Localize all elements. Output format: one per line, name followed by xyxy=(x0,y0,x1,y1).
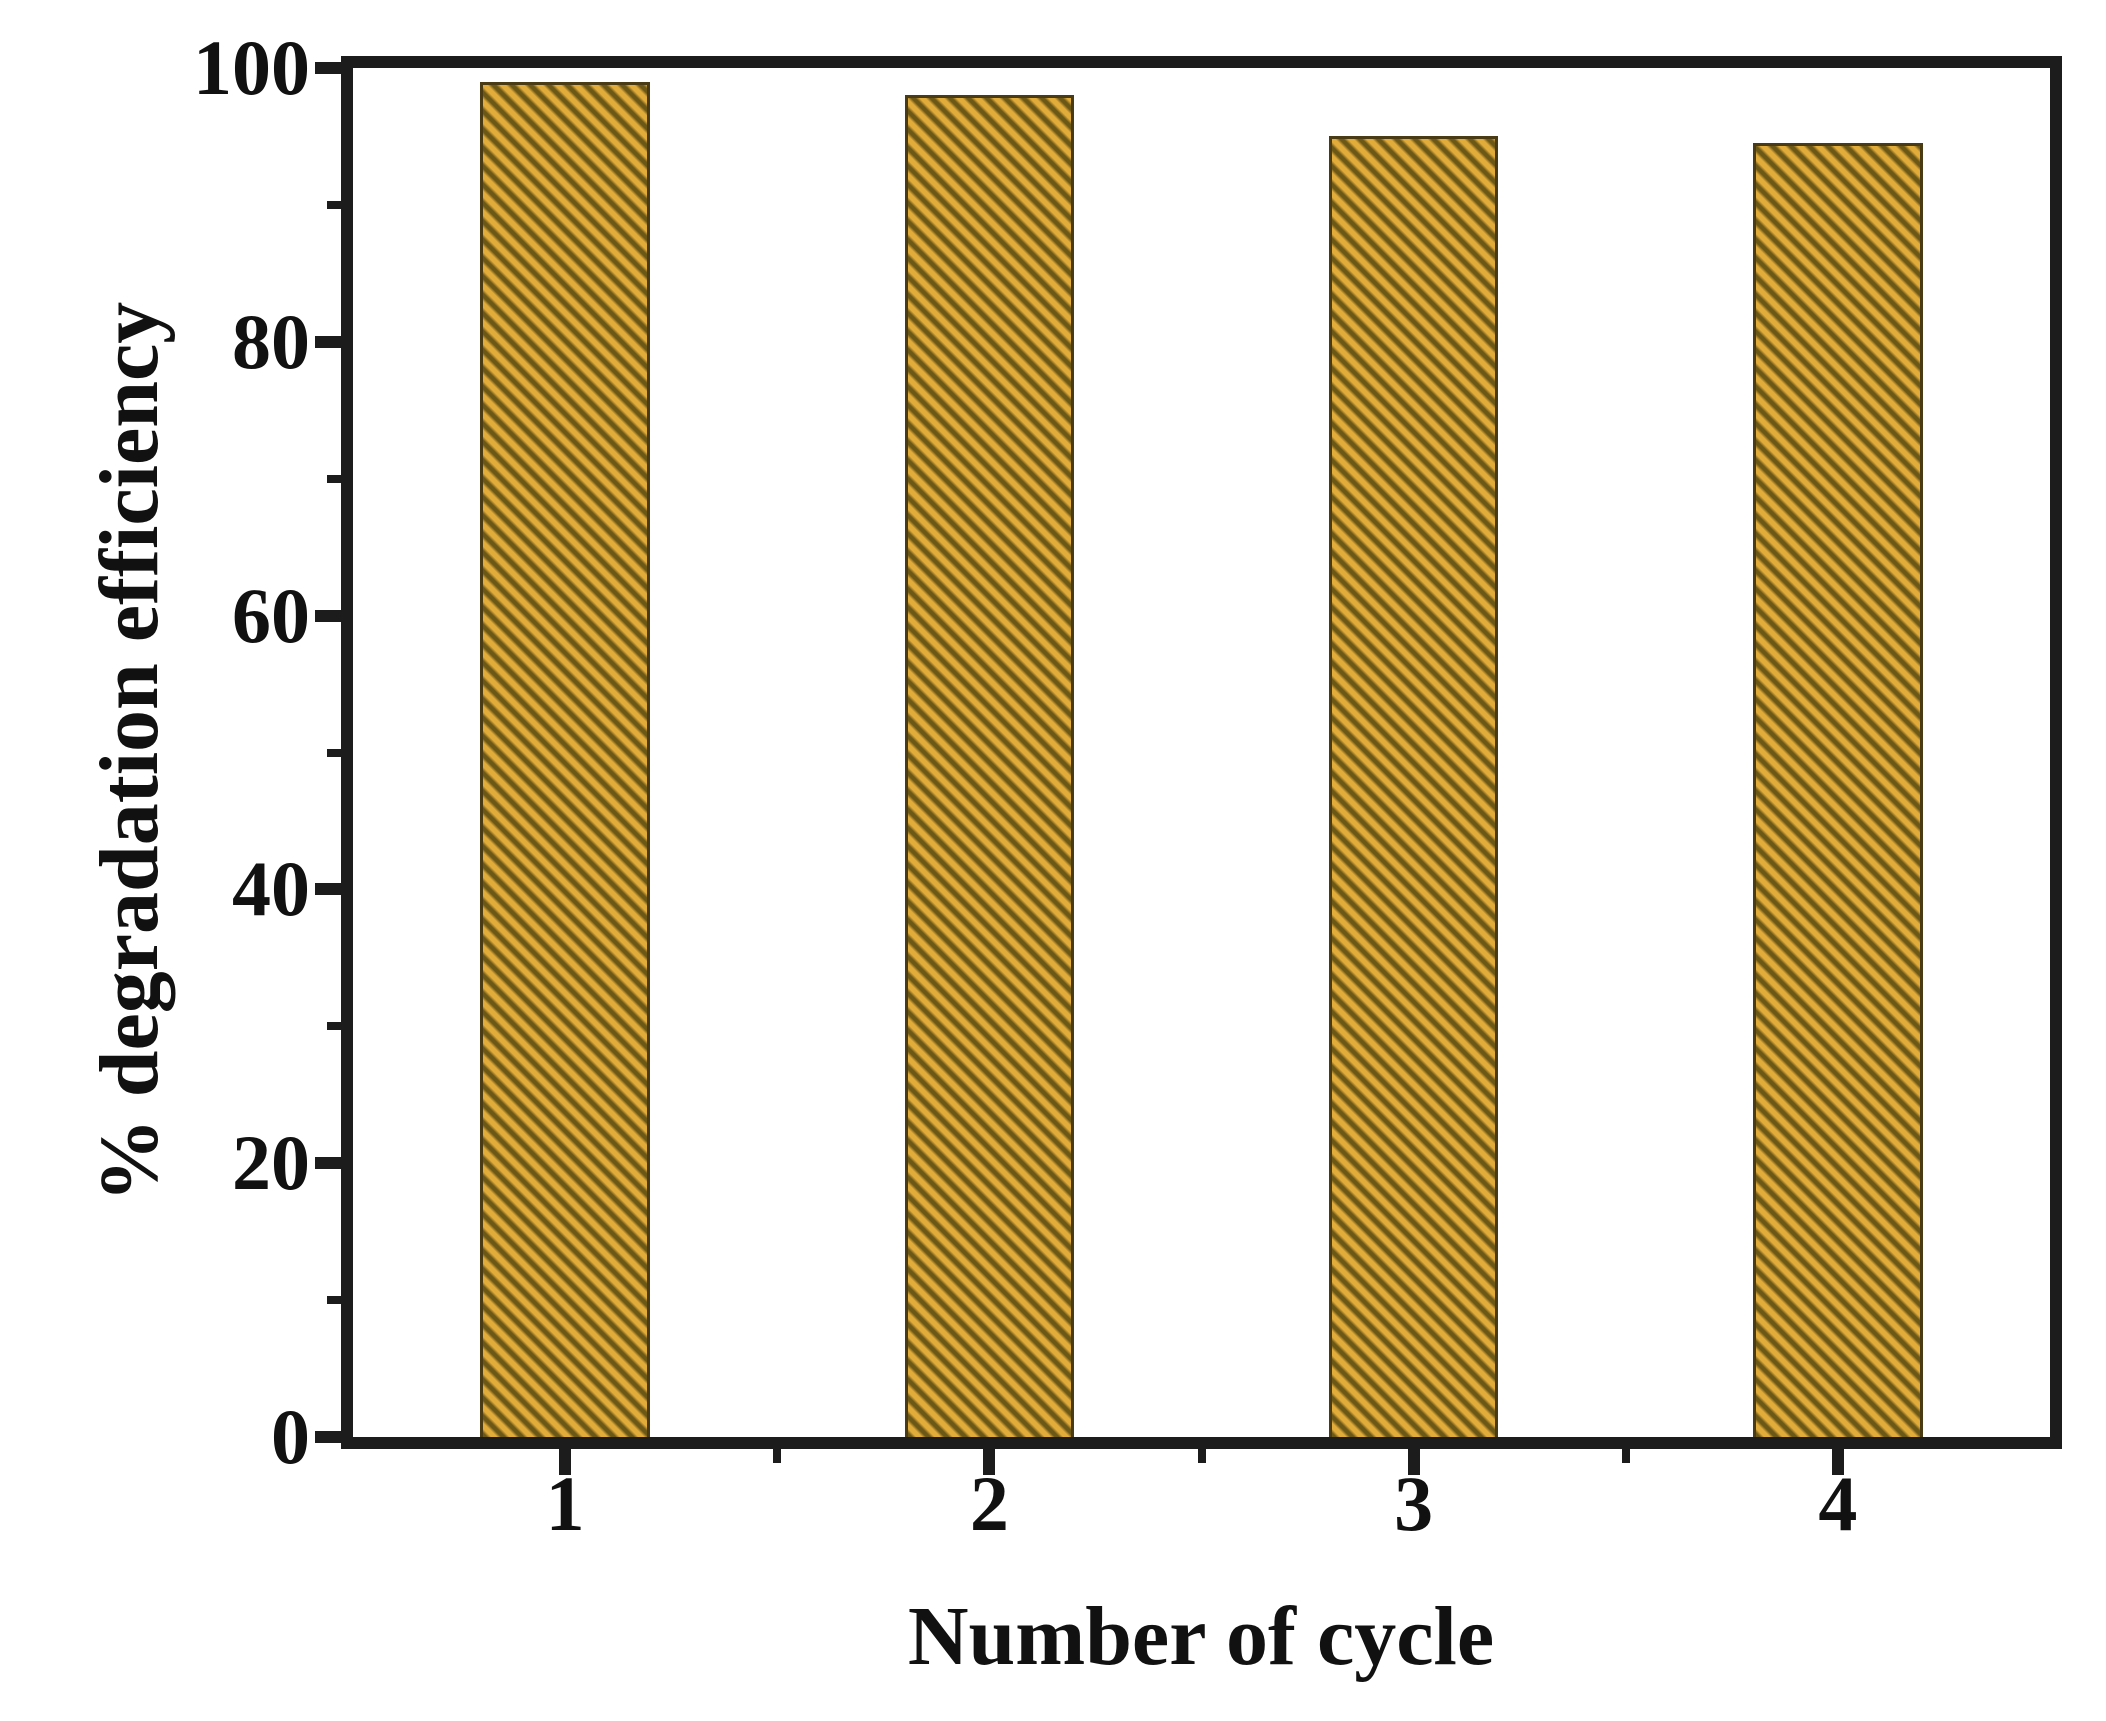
y-major-tick xyxy=(315,62,341,74)
y-tick-label: 100 xyxy=(193,24,310,111)
x-minor-tick xyxy=(1621,1449,1630,1463)
bar xyxy=(480,81,650,1437)
y-tick-label: 0 xyxy=(271,1393,310,1480)
x-tick-label: 1 xyxy=(545,1460,585,1547)
plot-area xyxy=(341,56,2062,1449)
y-minor-tick xyxy=(327,748,341,757)
y-minor-tick xyxy=(327,1022,341,1031)
bars-layer xyxy=(353,68,2050,1437)
y-major-tick xyxy=(315,1431,341,1443)
bar xyxy=(1328,136,1499,1437)
x-minor-tick xyxy=(773,1449,782,1463)
y-minor-tick xyxy=(327,1296,341,1305)
bar xyxy=(1753,143,1923,1437)
y-axis-title: % degradation efficiency xyxy=(83,301,176,1203)
y-major-tick xyxy=(315,609,341,622)
y-major-tick xyxy=(315,883,341,896)
x-tick-label: 3 xyxy=(1394,1460,1434,1547)
y-minor-tick xyxy=(327,200,341,209)
bar xyxy=(904,95,1075,1437)
x-major-tick xyxy=(1831,1449,1844,1475)
y-minor-tick xyxy=(327,474,341,483)
x-major-tick xyxy=(559,1449,572,1475)
y-major-tick xyxy=(315,1157,341,1170)
x-axis-title: Number of cycle xyxy=(907,1590,1495,1683)
x-major-tick xyxy=(983,1449,996,1475)
x-tick-label: 4 xyxy=(1818,1460,1858,1547)
x-minor-tick xyxy=(1197,1449,1206,1463)
y-major-tick xyxy=(315,335,341,348)
x-tick-label: 2 xyxy=(969,1460,1009,1547)
x-major-tick xyxy=(1407,1449,1420,1475)
